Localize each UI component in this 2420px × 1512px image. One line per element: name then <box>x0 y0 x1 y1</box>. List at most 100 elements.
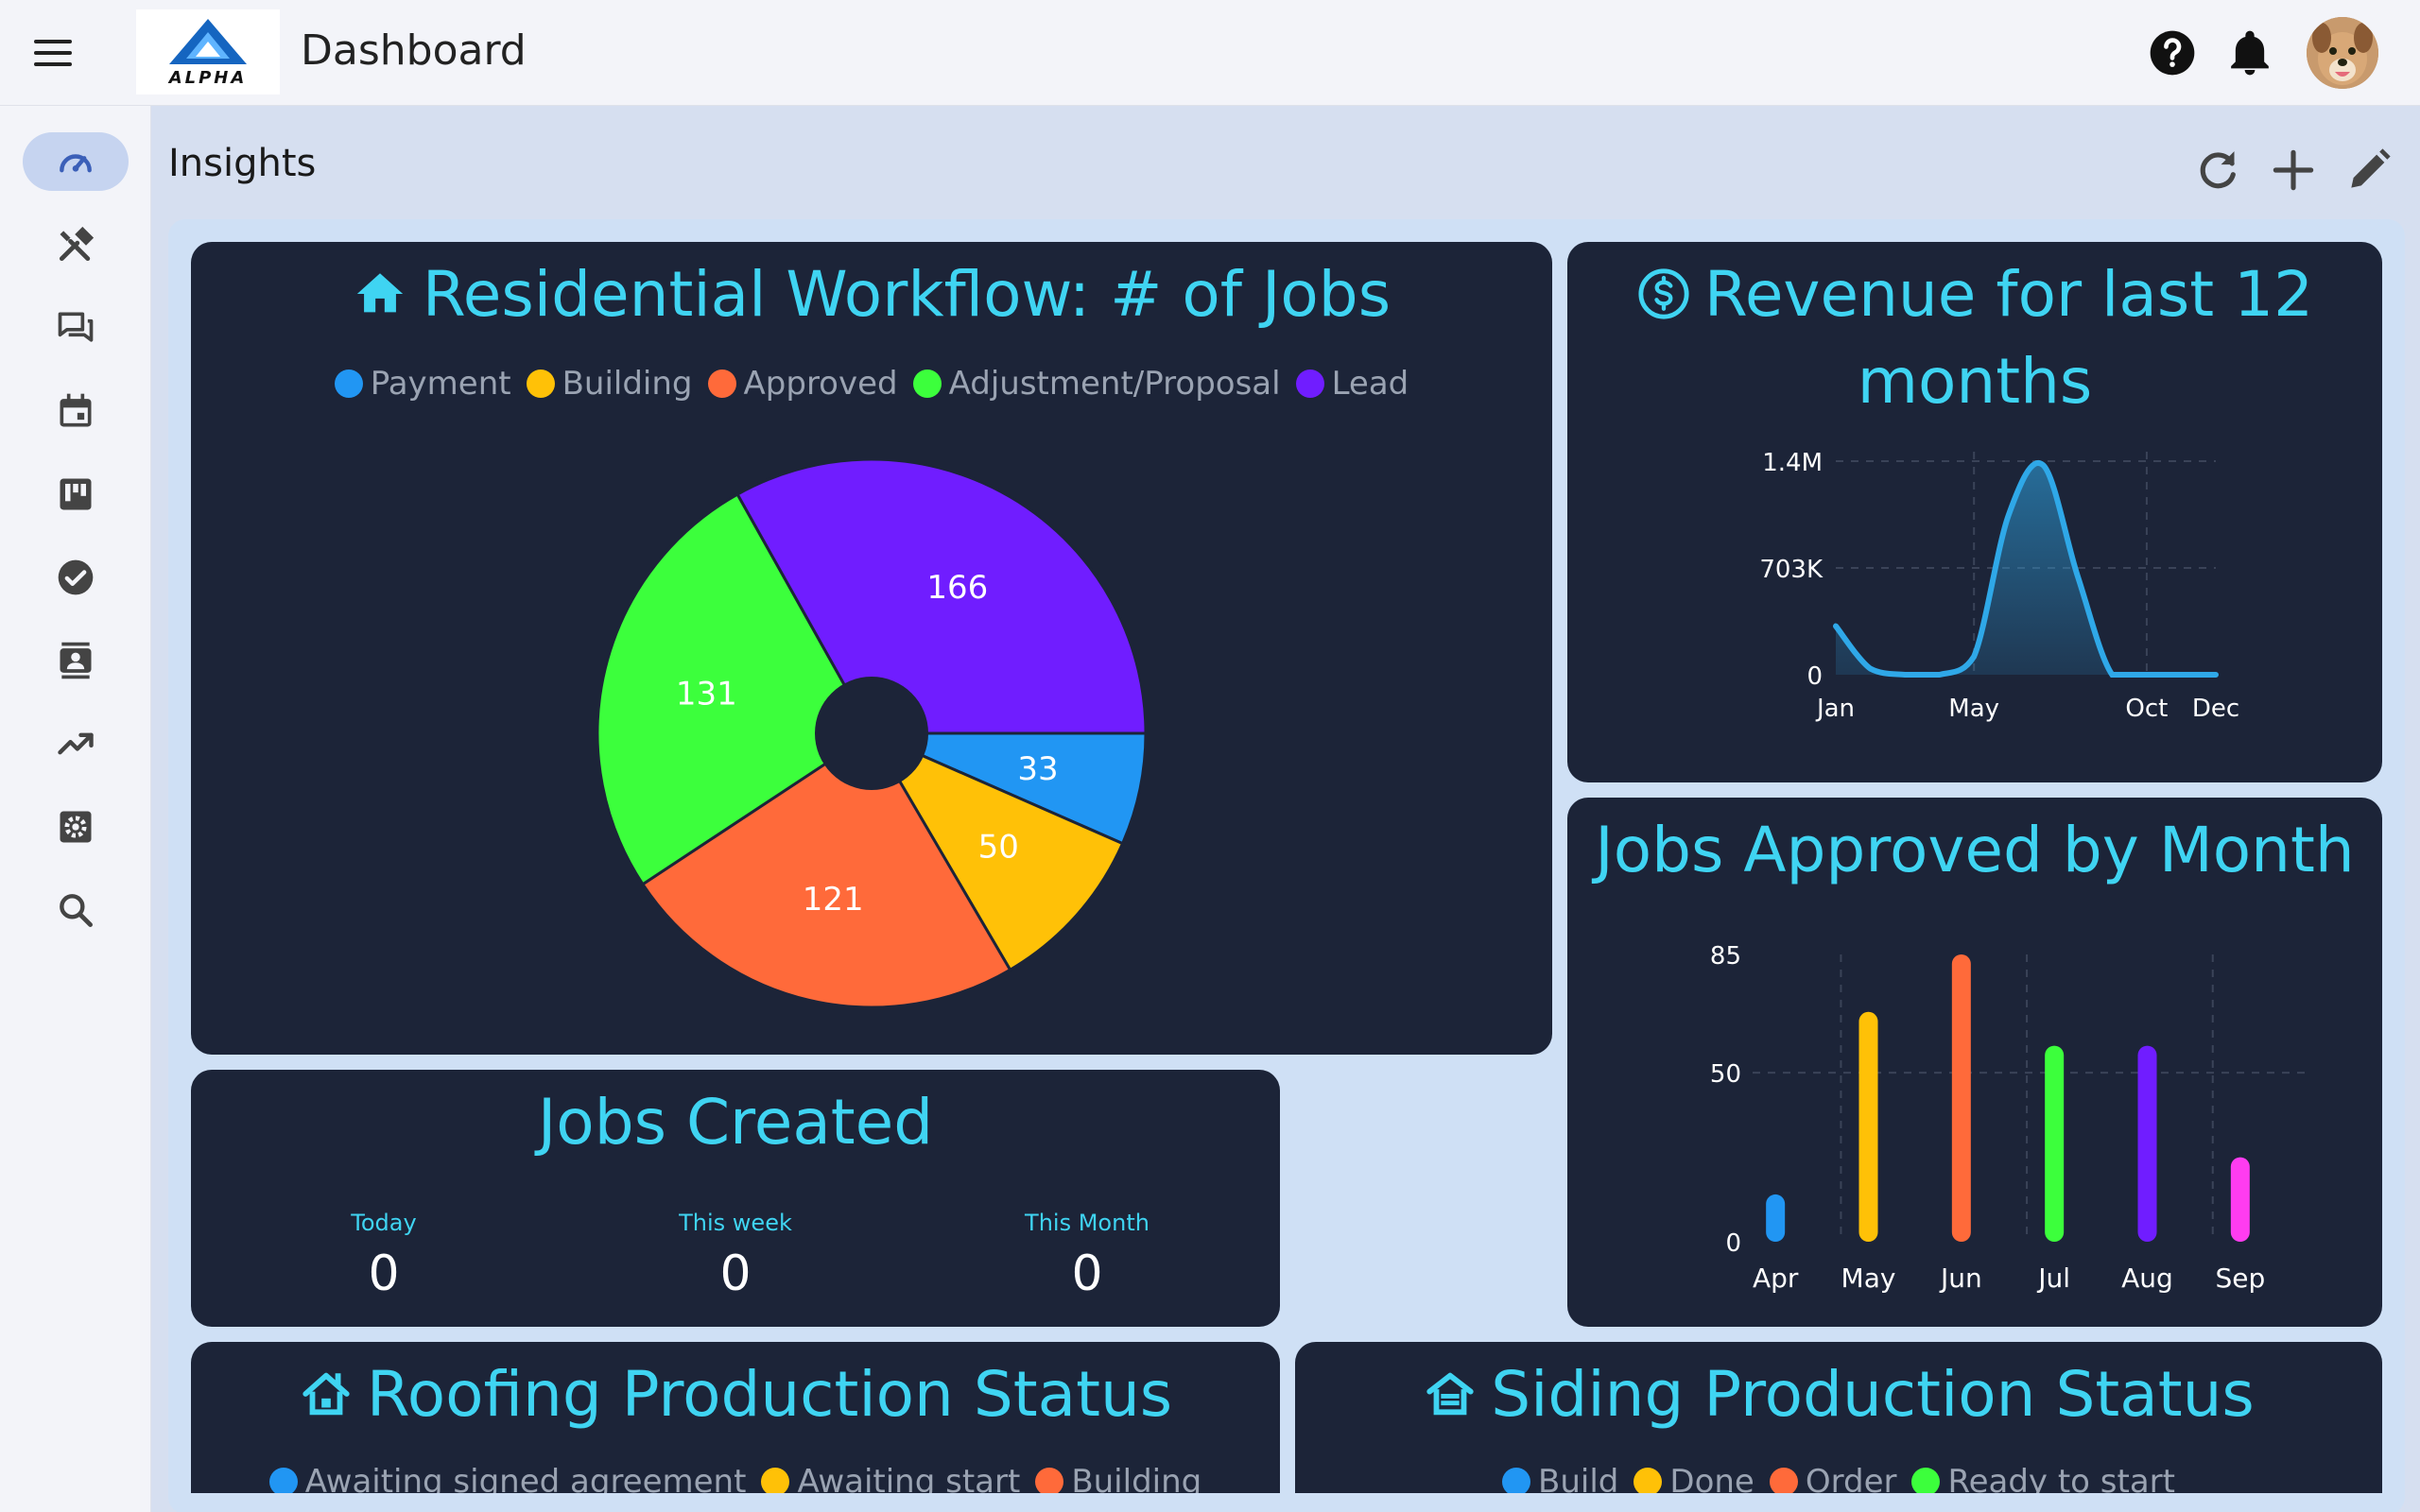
stat-label: Today <box>351 1210 417 1236</box>
bar[interactable] <box>2230 1157 2250 1242</box>
siding-title-row: Siding Production Status <box>1295 1351 2382 1438</box>
x-tick-label: Jul <box>2036 1263 2070 1294</box>
nav-calendar[interactable] <box>23 382 129 440</box>
roofing-legend: Awaiting signed agreement Awaiting start B… <box>191 1463 1280 1493</box>
pie-slice-label: 50 <box>978 829 1019 867</box>
nav-tasks[interactable] <box>23 548 129 607</box>
add-icon[interactable] <box>2267 144 2320 197</box>
revenue-area-fill <box>1836 462 2216 675</box>
revenue-card: Revenue for last 12 months 0 703K 1.4M Jan M… <box>1567 242 2382 782</box>
y-tick-label: 0 <box>1806 662 1823 691</box>
jobs-created-title: Jobs Created <box>537 1086 934 1159</box>
legend-item[interactable]: Adjustment/Proposal <box>912 365 1281 403</box>
pie-slice-label: 166 <box>926 569 988 607</box>
roofing-title-row: Roofing Production Status <box>191 1351 1280 1438</box>
nav-contacts[interactable] <box>23 631 129 690</box>
x-tick-label: Dec <box>2192 695 2239 723</box>
legend-item[interactable]: Lead <box>1295 365 1409 403</box>
stat-this-month: This Month 0 <box>945 1210 1229 1302</box>
roofing-title: Roofing Production Status <box>366 1358 1173 1431</box>
legend-dot <box>334 369 363 398</box>
revenue-area-chart: 0 703K 1.4M Jan May Oct Dec <box>1759 449 2239 723</box>
legend-label: Building <box>562 365 693 403</box>
revenue-title-line1: Revenue for last 12 <box>1703 258 2314 331</box>
bar[interactable] <box>2045 1045 2065 1242</box>
x-tick-label: Jan <box>1815 695 1855 723</box>
dollar-circle-icon <box>1638 268 1689 319</box>
menu-icon[interactable] <box>28 34 78 72</box>
legend-item[interactable]: Building <box>1035 1463 1201 1493</box>
bar[interactable] <box>1858 1011 1878 1242</box>
tools-icon <box>59 226 95 262</box>
legend-dot <box>1502 1468 1531 1493</box>
dog-avatar-icon <box>2307 17 2378 89</box>
speedometer-icon <box>60 154 92 173</box>
refresh-icon[interactable] <box>2191 144 2244 197</box>
calendar-icon <box>60 393 92 427</box>
main-content: Insights Residential Workflow: # of Jobs… <box>151 106 2420 1512</box>
top-app-bar: ALPHA Dashboard <box>0 0 2420 106</box>
legend-dot <box>1634 1468 1663 1493</box>
trending-up-icon <box>58 732 94 755</box>
legend-dot <box>526 369 555 398</box>
user-avatar[interactable] <box>2307 17 2378 89</box>
roofing-card: Roofing Production Status Awaiting signe… <box>191 1342 1280 1493</box>
legend-item[interactable]: Build <box>1502 1463 1618 1493</box>
widget-grid: Residential Workflow: # of Jobs Payment B… <box>168 219 2405 1512</box>
pie-slice-label: 121 <box>803 881 864 919</box>
nav-tools[interactable] <box>23 215 129 274</box>
app-title: Dashboard <box>301 26 527 75</box>
legend-label: Awaiting signed agreement <box>304 1463 747 1493</box>
pie-slice[interactable] <box>735 457 1148 735</box>
stat-label: This Month <box>1025 1210 1150 1236</box>
contacts-icon <box>60 642 92 679</box>
pie-slice-label: 33 <box>1017 750 1058 788</box>
legend-label: Done <box>1669 1463 1754 1493</box>
revenue-title-line2: months <box>1857 345 2093 418</box>
nav-settings[interactable] <box>23 798 129 856</box>
y-tick-label: 50 <box>1710 1060 1741 1089</box>
legend-item[interactable]: Order <box>1769 1463 1896 1493</box>
roof-house-icon <box>302 1372 350 1416</box>
home-icon <box>356 273 404 313</box>
x-tick-label: May <box>1948 695 1999 723</box>
pie-slice[interactable] <box>871 731 1148 846</box>
notifications-icon[interactable] <box>2223 26 2276 79</box>
y-tick-label: 85 <box>1710 942 1741 971</box>
jobs-approved-card: Jobs Approved by Month 0 50 85 Apr May Jun Jul… <box>1567 798 2382 1327</box>
kanban-icon <box>60 478 92 510</box>
pie-slice[interactable] <box>596 492 873 886</box>
legend-label: Lead <box>1331 365 1409 403</box>
legend-item[interactable]: Awaiting signed agreement <box>268 1463 747 1493</box>
chat-icon <box>58 312 94 342</box>
legend-item[interactable]: Building <box>526 365 693 403</box>
edit-icon[interactable] <box>2342 144 2395 197</box>
x-tick-label: Aug <box>2121 1263 2173 1294</box>
legend-item[interactable]: Awaiting start <box>761 1463 1020 1493</box>
residential-title-row: Residential Workflow: # of Jobs <box>191 251 1552 338</box>
bar[interactable] <box>1766 1194 1786 1242</box>
settings-icon <box>60 811 92 843</box>
nav-dashboard[interactable] <box>23 132 129 191</box>
pie-center-hole <box>815 677 928 790</box>
nav-search[interactable] <box>23 881 129 939</box>
logo-text: ALPHA <box>168 67 248 88</box>
legend-item[interactable]: Ready to start <box>1911 1463 2175 1493</box>
legend-item[interactable]: Payment <box>334 365 511 403</box>
legend-dot <box>707 369 736 398</box>
bar[interactable] <box>2137 1045 2157 1242</box>
company-logo[interactable]: ALPHA <box>136 9 280 94</box>
pie-slice[interactable] <box>640 730 1012 1009</box>
legend-item[interactable]: Done <box>1634 1463 1754 1493</box>
stat-label: This week <box>679 1210 792 1236</box>
nav-messages[interactable] <box>23 299 129 357</box>
siding-legend: Build Done Order Ready to start <box>1295 1463 2382 1493</box>
nav-analytics[interactable] <box>23 714 129 773</box>
legend-item[interactable]: Approved <box>707 365 898 403</box>
revenue-line[interactable] <box>1833 460 2219 679</box>
legend-label: Ready to start <box>1947 1463 2175 1493</box>
help-icon[interactable] <box>2146 26 2199 79</box>
pie-slice[interactable] <box>868 730 1125 972</box>
nav-board[interactable] <box>23 465 129 524</box>
bar[interactable] <box>1951 954 1971 1242</box>
